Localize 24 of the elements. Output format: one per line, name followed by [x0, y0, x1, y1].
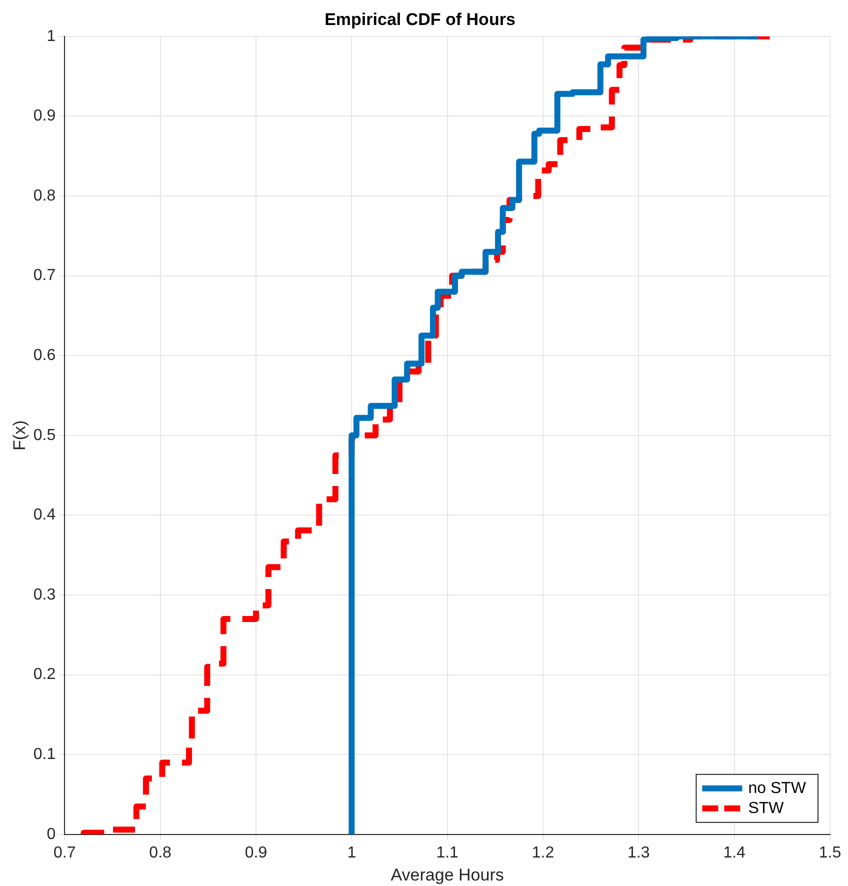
y-tick-label: 0: [46, 826, 56, 843]
x-tick-label: 0.8: [149, 844, 172, 862]
y-tick-label: 0.4: [33, 506, 56, 524]
x-tick-label: 1.2: [532, 844, 554, 862]
y-tick-label: 0.9: [33, 108, 56, 125]
y-tick-label: 0.7: [33, 267, 56, 284]
y-tick-label: 0.8: [33, 187, 56, 204]
y-tick-label: 0.3: [33, 586, 56, 604]
chart-title: Empirical CDF of Hours: [324, 10, 516, 29]
x-axis-title: Average Hours: [390, 865, 504, 884]
x-tick-label: 1.5: [818, 844, 842, 862]
x-tick-label: 1.1: [436, 844, 459, 862]
x-tick-label: 1.4: [723, 844, 746, 862]
y-tick-label: 0.5: [33, 426, 56, 444]
legend-label: STW: [748, 800, 785, 817]
y-tick-label: 0.2: [33, 666, 56, 684]
legend-label: no STW: [748, 780, 807, 797]
y-axis-title: F(x): [10, 420, 29, 451]
y-tick-label: 0.6: [33, 347, 56, 364]
x-tick-label: 1: [347, 844, 356, 862]
x-tick-label: 0.9: [244, 844, 268, 862]
y-tick-label: 0.1: [33, 746, 56, 764]
x-tick-label: 1.3: [628, 844, 650, 862]
y-tick-label: 1: [46, 28, 56, 45]
